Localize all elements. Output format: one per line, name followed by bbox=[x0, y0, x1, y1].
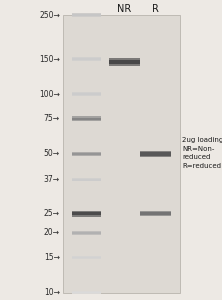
Bar bbox=[72, 16, 101, 17]
Bar bbox=[109, 58, 140, 66]
Bar bbox=[72, 151, 101, 153]
Bar bbox=[72, 291, 101, 292]
Text: 37→: 37→ bbox=[44, 175, 60, 184]
Bar bbox=[72, 57, 101, 61]
Bar bbox=[72, 211, 101, 217]
Bar bbox=[72, 256, 101, 257]
Text: 15→: 15→ bbox=[44, 253, 60, 262]
Bar bbox=[72, 116, 101, 121]
Bar bbox=[72, 60, 101, 61]
Bar bbox=[72, 256, 101, 259]
Bar bbox=[72, 178, 101, 182]
Text: 2ug loading
NR=Non-
reduced
R=reduced: 2ug loading NR=Non- reduced R=reduced bbox=[182, 137, 222, 169]
Text: 150→: 150→ bbox=[39, 55, 60, 64]
Text: 100→: 100→ bbox=[39, 89, 60, 98]
Bar bbox=[72, 13, 101, 14]
Bar bbox=[72, 120, 101, 122]
Bar bbox=[140, 151, 171, 152]
Bar bbox=[72, 95, 101, 96]
Bar bbox=[72, 152, 101, 156]
Bar bbox=[72, 231, 101, 232]
Bar bbox=[72, 57, 101, 58]
Bar bbox=[72, 234, 101, 235]
Bar bbox=[63, 15, 180, 292]
Text: 75→: 75→ bbox=[44, 114, 60, 123]
Text: 250→: 250→ bbox=[39, 11, 60, 20]
Bar bbox=[72, 13, 101, 17]
Bar bbox=[72, 116, 101, 118]
Bar bbox=[72, 92, 101, 93]
Bar bbox=[72, 215, 101, 217]
Bar bbox=[140, 211, 171, 216]
Bar bbox=[140, 215, 171, 217]
Text: 20→: 20→ bbox=[44, 228, 60, 237]
Bar bbox=[72, 258, 101, 259]
Bar bbox=[72, 231, 101, 235]
Bar bbox=[109, 58, 140, 60]
Bar bbox=[72, 291, 101, 294]
Text: 10→: 10→ bbox=[44, 288, 60, 297]
Bar bbox=[72, 293, 101, 294]
Bar bbox=[72, 92, 101, 96]
Bar bbox=[72, 155, 101, 157]
Bar bbox=[140, 211, 171, 212]
Text: NR: NR bbox=[117, 4, 131, 14]
Bar bbox=[72, 181, 101, 182]
Bar bbox=[72, 178, 101, 179]
Bar bbox=[109, 64, 140, 67]
Text: 50→: 50→ bbox=[44, 149, 60, 158]
Bar bbox=[140, 156, 171, 158]
Bar bbox=[140, 151, 171, 157]
Text: R: R bbox=[152, 4, 159, 14]
Bar bbox=[72, 210, 101, 212]
Text: 25→: 25→ bbox=[44, 209, 60, 218]
